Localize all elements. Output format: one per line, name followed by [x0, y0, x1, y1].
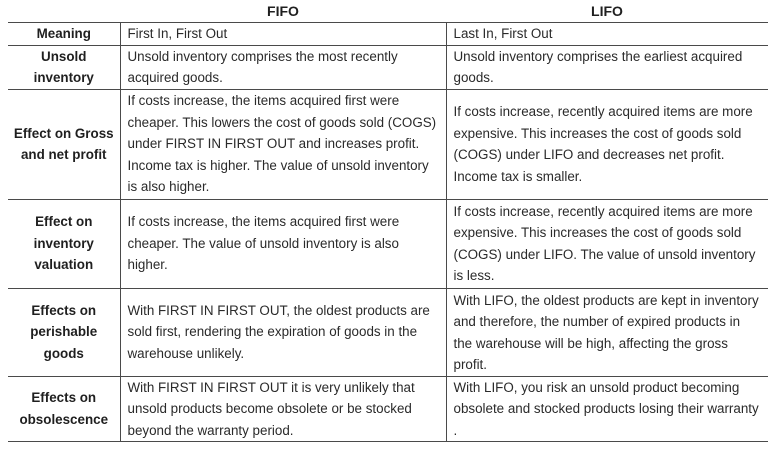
- lifo-cell-gross-net-profit: If costs increase, recently acquired ite…: [446, 88, 768, 200]
- lifo-cell-perishable-goods: With LIFO, the oldest products are kept …: [446, 287, 768, 377]
- table-row-unsold-inventory: Unsold inventory Unsold inventory compri…: [8, 44, 768, 90]
- row-label-meaning: Meaning: [8, 22, 121, 46]
- row-label-gross-net-profit: Effect on Gross and net profit: [8, 88, 121, 200]
- lifo-cell-meaning: Last In, First Out: [446, 22, 768, 46]
- lifo-cell-unsold-inventory: Unsold inventory comprises the earliest …: [446, 44, 768, 90]
- fifo-lifo-comparison-table: Meaning First In, First Out Last In, Fir…: [8, 22, 768, 442]
- fifo-cell-perishable-goods: With FIRST IN FIRST OUT, the oldest prod…: [120, 287, 447, 377]
- table-row-perishable-goods: Effects on perishable goods With FIRST I…: [8, 287, 768, 377]
- row-label-perishable-goods: Effects on perishable goods: [8, 287, 121, 377]
- column-header-fifo: FIFO: [267, 3, 299, 19]
- row-label-inventory-valuation: Effect on inventory valuation: [8, 198, 121, 289]
- lifo-cell-obsolescence: With LIFO, you risk an unsold product be…: [446, 375, 768, 442]
- table-row-inventory-valuation: Effect on inventory valuation If costs i…: [8, 198, 768, 289]
- row-label-unsold-inventory: Unsold inventory: [8, 44, 121, 90]
- column-headers: FIFO LIFO: [0, 0, 768, 22]
- fifo-cell-inventory-valuation: If costs increase, the items acquired fi…: [120, 198, 447, 289]
- fifo-cell-unsold-inventory: Unsold inventory comprises the most rece…: [120, 44, 447, 90]
- fifo-cell-gross-net-profit: If costs increase, the items acquired fi…: [120, 88, 447, 200]
- fifo-cell-meaning: First In, First Out: [120, 22, 447, 46]
- table-row-meaning: Meaning First In, First Out Last In, Fir…: [8, 22, 768, 46]
- lifo-cell-inventory-valuation: If costs increase, recently acquired ite…: [446, 198, 768, 289]
- column-header-lifo: LIFO: [591, 3, 623, 19]
- row-label-obsolescence: Effects on obsolescence: [8, 375, 121, 442]
- table-row-gross-net-profit: Effect on Gross and net profit If costs …: [8, 88, 768, 200]
- fifo-cell-obsolescence: With FIRST IN FIRST OUT it is very unlik…: [120, 375, 447, 442]
- table-row-obsolescence: Effects on obsolescence With FIRST IN FI…: [8, 375, 768, 442]
